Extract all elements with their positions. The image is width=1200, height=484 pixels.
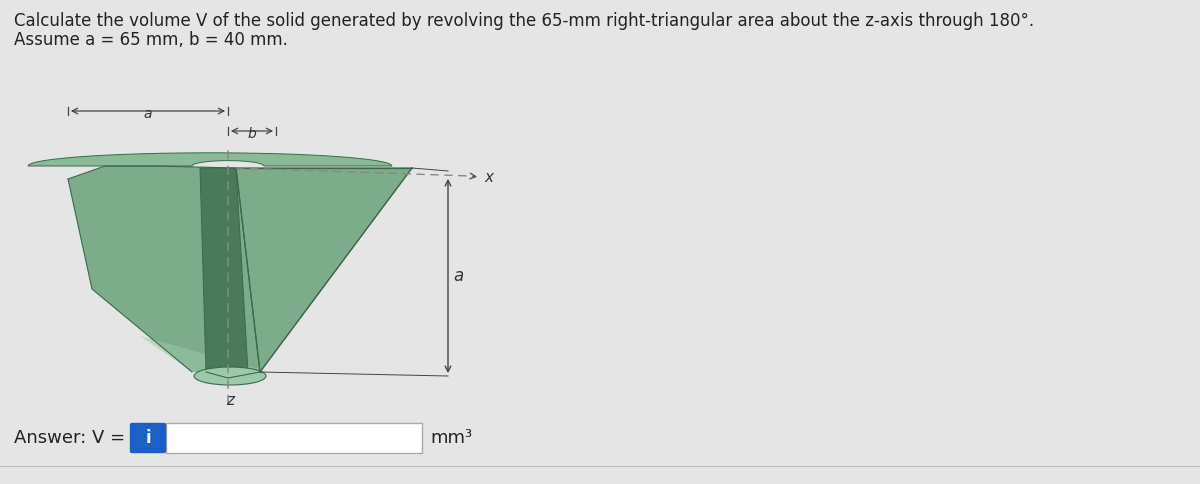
Text: i: i: [145, 429, 151, 447]
Polygon shape: [236, 168, 412, 372]
Ellipse shape: [194, 367, 266, 385]
FancyBboxPatch shape: [166, 423, 422, 453]
FancyBboxPatch shape: [131, 424, 166, 453]
Text: mm³: mm³: [430, 429, 472, 447]
Text: x: x: [484, 169, 493, 184]
Text: b: b: [247, 127, 257, 141]
Text: z: z: [226, 393, 234, 408]
Text: Answer: V =: Answer: V =: [14, 429, 131, 447]
Text: Assume a = 65 mm, b = 40 mm.: Assume a = 65 mm, b = 40 mm.: [14, 31, 288, 49]
Polygon shape: [68, 166, 412, 378]
Text: Calculate the volume V of the solid generated by revolving the 65-mm right-trian: Calculate the volume V of the solid gene…: [14, 12, 1034, 30]
Polygon shape: [28, 153, 392, 166]
Text: a: a: [454, 267, 463, 285]
Polygon shape: [200, 168, 248, 372]
Polygon shape: [140, 336, 260, 378]
Text: a: a: [144, 107, 152, 121]
